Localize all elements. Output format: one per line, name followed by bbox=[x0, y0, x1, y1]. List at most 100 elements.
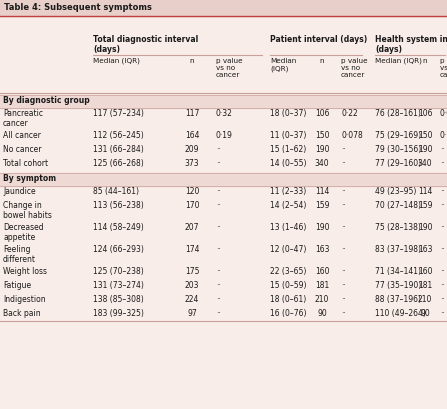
Text: 181: 181 bbox=[418, 281, 432, 290]
Text: p value
vs no
cancer: p value vs no cancer bbox=[341, 58, 367, 78]
Text: ··: ·· bbox=[341, 187, 346, 196]
Text: ··: ·· bbox=[216, 281, 221, 290]
Text: 190: 190 bbox=[315, 223, 329, 232]
Text: Health system interval
(days): Health system interval (days) bbox=[375, 35, 447, 54]
Bar bbox=[0, 95, 447, 108]
Text: 71 (34–141): 71 (34–141) bbox=[375, 267, 421, 276]
Text: ··: ·· bbox=[216, 187, 221, 196]
Text: ··: ·· bbox=[440, 295, 445, 304]
Text: 79 (30–156): 79 (30–156) bbox=[375, 145, 421, 154]
Text: Fatigue: Fatigue bbox=[3, 281, 31, 290]
Text: ··: ·· bbox=[216, 309, 221, 318]
Text: 49 (23–95): 49 (23–95) bbox=[375, 187, 416, 196]
Text: 120: 120 bbox=[185, 187, 199, 196]
Text: 138 (85–308): 138 (85–308) bbox=[93, 295, 144, 304]
Text: ··: ·· bbox=[216, 245, 221, 254]
Text: 131 (73–274): 131 (73–274) bbox=[93, 281, 144, 290]
Text: n: n bbox=[423, 58, 427, 64]
Bar bbox=[0, 173, 447, 186]
Text: 170: 170 bbox=[185, 201, 199, 210]
Bar bbox=[0, 0, 447, 16]
Text: ··: ·· bbox=[440, 223, 445, 232]
Text: 114 (58–249): 114 (58–249) bbox=[93, 223, 144, 232]
Text: By symptom: By symptom bbox=[3, 174, 56, 183]
Text: Median (IQR): Median (IQR) bbox=[93, 58, 140, 65]
Text: No cancer: No cancer bbox=[3, 145, 42, 154]
Text: 163: 163 bbox=[418, 245, 432, 254]
Text: Decreased
appetite: Decreased appetite bbox=[3, 223, 44, 243]
Text: 159: 159 bbox=[315, 201, 329, 210]
Text: Jaundice: Jaundice bbox=[3, 187, 36, 196]
Text: 117: 117 bbox=[185, 109, 199, 118]
Text: 209: 209 bbox=[185, 145, 199, 154]
Text: 15 (1–62): 15 (1–62) bbox=[270, 145, 306, 154]
Text: 203: 203 bbox=[185, 281, 199, 290]
Text: 14 (2–54): 14 (2–54) bbox=[270, 201, 306, 210]
Text: 181: 181 bbox=[315, 281, 329, 290]
Text: ··: ·· bbox=[216, 223, 221, 232]
Text: 75 (29–169): 75 (29–169) bbox=[375, 131, 421, 140]
Text: ··: ·· bbox=[216, 267, 221, 276]
Text: ··: ·· bbox=[341, 309, 346, 318]
Text: ··: ·· bbox=[440, 267, 445, 276]
Text: 0·74: 0·74 bbox=[440, 131, 447, 140]
Text: 207: 207 bbox=[185, 223, 199, 232]
Text: 90: 90 bbox=[420, 309, 430, 318]
Text: 90: 90 bbox=[317, 309, 327, 318]
Text: 75 (28–138): 75 (28–138) bbox=[375, 223, 421, 232]
Text: 0·19: 0·19 bbox=[216, 131, 233, 140]
Text: ··: ·· bbox=[341, 245, 346, 254]
Text: 0·078: 0·078 bbox=[341, 131, 363, 140]
Text: ··: ·· bbox=[216, 159, 221, 168]
Text: Patient interval (days): Patient interval (days) bbox=[270, 35, 367, 44]
Text: 22 (3–65): 22 (3–65) bbox=[270, 267, 306, 276]
Text: Total diagnostic interval
(days): Total diagnostic interval (days) bbox=[93, 35, 198, 54]
Text: 70 (27–148): 70 (27–148) bbox=[375, 201, 421, 210]
Text: Feeling
different: Feeling different bbox=[3, 245, 36, 264]
Text: 163: 163 bbox=[315, 245, 329, 254]
Text: ··: ·· bbox=[216, 295, 221, 304]
Text: 210: 210 bbox=[315, 295, 329, 304]
Text: 14 (0–55): 14 (0–55) bbox=[270, 159, 307, 168]
Text: ··: ·· bbox=[216, 201, 221, 210]
Text: ··: ·· bbox=[440, 245, 445, 254]
Text: 340: 340 bbox=[417, 159, 432, 168]
Text: Back pain: Back pain bbox=[3, 309, 41, 318]
Text: ··: ·· bbox=[341, 295, 346, 304]
Text: 85 (44–161): 85 (44–161) bbox=[93, 187, 139, 196]
Text: 150: 150 bbox=[315, 131, 329, 140]
Text: Table 4: Subsequent symptoms: Table 4: Subsequent symptoms bbox=[4, 4, 152, 13]
Text: ··: ·· bbox=[341, 281, 346, 290]
Text: 83 (37–198): 83 (37–198) bbox=[375, 245, 421, 254]
Text: 110 (49–264): 110 (49–264) bbox=[375, 309, 426, 318]
Text: 15 (0–59): 15 (0–59) bbox=[270, 281, 307, 290]
Text: 106: 106 bbox=[418, 109, 432, 118]
Text: 12 (0–47): 12 (0–47) bbox=[270, 245, 306, 254]
Text: 77 (35–190): 77 (35–190) bbox=[375, 281, 421, 290]
Text: 0·68: 0·68 bbox=[440, 109, 447, 118]
Text: 373: 373 bbox=[185, 159, 199, 168]
Text: n: n bbox=[190, 58, 194, 64]
Text: Change in
bowel habits: Change in bowel habits bbox=[3, 201, 52, 220]
Text: 97: 97 bbox=[187, 309, 197, 318]
Text: 0·22: 0·22 bbox=[341, 109, 358, 118]
Text: 113 (56–238): 113 (56–238) bbox=[93, 201, 144, 210]
Text: 76 (28–161): 76 (28–161) bbox=[375, 109, 421, 118]
Text: 174: 174 bbox=[185, 245, 199, 254]
Text: 16 (0–76): 16 (0–76) bbox=[270, 309, 307, 318]
Text: 183 (99–325): 183 (99–325) bbox=[93, 309, 144, 318]
Text: All cancer: All cancer bbox=[3, 131, 41, 140]
Text: Pancreatic
cancer: Pancreatic cancer bbox=[3, 109, 43, 128]
Text: 131 (66–284): 131 (66–284) bbox=[93, 145, 144, 154]
Text: Median (IQR): Median (IQR) bbox=[375, 58, 422, 65]
Text: ··: ·· bbox=[341, 201, 346, 210]
Text: 190: 190 bbox=[418, 223, 432, 232]
Text: 175: 175 bbox=[185, 267, 199, 276]
Text: 190: 190 bbox=[315, 145, 329, 154]
Text: Indigestion: Indigestion bbox=[3, 295, 46, 304]
Text: By diagnostic group: By diagnostic group bbox=[3, 96, 90, 105]
Text: 11 (2–33): 11 (2–33) bbox=[270, 187, 306, 196]
Text: ··: ·· bbox=[341, 159, 346, 168]
Text: Weight loss: Weight loss bbox=[3, 267, 47, 276]
Text: 340: 340 bbox=[315, 159, 329, 168]
